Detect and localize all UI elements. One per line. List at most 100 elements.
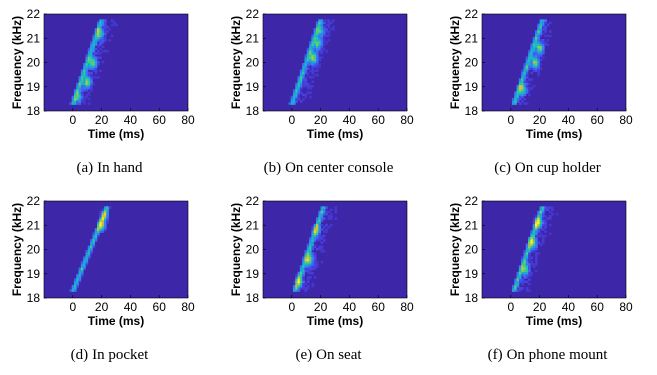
spectrogram-cell <box>521 265 524 268</box>
spectrogram-cell <box>101 19 105 22</box>
spectrogram-cell <box>78 91 82 94</box>
spectrogram-cell <box>325 223 328 227</box>
spectrogram-cell <box>309 243 312 247</box>
spectrogram-cell <box>304 256 308 260</box>
spectrogram-cell <box>78 80 82 84</box>
spectrogram-cell <box>87 249 91 253</box>
spectrogram-cell <box>530 52 534 55</box>
spectrogram-cell <box>297 95 301 99</box>
spectrogram-cell <box>292 102 296 105</box>
spectrogram-cell <box>532 38 536 42</box>
x-tick-label: 40 <box>124 113 138 127</box>
spectrogram-cells <box>511 19 552 105</box>
spectrogram-cell <box>534 239 538 242</box>
spectrogram-cell <box>90 80 93 84</box>
spectrogram-cell <box>92 38 96 42</box>
y-tick-label: 22 <box>246 194 260 208</box>
spectrogram-cell <box>322 217 326 220</box>
spectrogram-cell <box>87 47 91 51</box>
spectrogram-cell <box>106 206 109 209</box>
spectrogram-cell <box>83 73 86 77</box>
plot-background <box>482 14 626 111</box>
y-tick-label: 18 <box>27 291 41 305</box>
caption-tag: (e) <box>295 347 313 363</box>
spectrogram-cell <box>92 67 96 70</box>
spectrogram-cell <box>525 276 529 279</box>
y-tick-label: 19 <box>27 267 41 281</box>
spectrogram-cell <box>320 34 324 38</box>
spectrogram-cell <box>85 254 89 257</box>
spectrogram-cell <box>304 254 308 257</box>
spectrogram-cell <box>525 82 529 86</box>
spectrogram-cell <box>309 62 312 66</box>
spectrogram-cell <box>516 97 520 101</box>
spectrogram-cell <box>325 49 328 53</box>
spectrogram-cell <box>530 54 534 57</box>
spectrogram-cell <box>106 219 109 223</box>
spectrogram-cell <box>315 32 319 36</box>
spectrogram-plot: 0 20 40 60 80 18 19 20 21 22 Time (ms) Frequency (k… <box>10 7 195 141</box>
x-axis-label: Time (ms) <box>88 314 144 328</box>
spectrogram-cell <box>516 276 520 279</box>
spectrogram-cell <box>306 258 310 262</box>
spectrogram-cell <box>320 30 324 33</box>
spectrogram-cell <box>311 245 315 249</box>
spectrogram-cell <box>309 60 312 64</box>
spectrogram-cell <box>304 80 308 84</box>
spectrogram-cell <box>302 258 305 262</box>
spectrogram-cell <box>313 228 317 231</box>
spectrogram-cell <box>304 287 308 290</box>
spectrogram-cell <box>525 263 529 266</box>
spectrogram-cell <box>541 239 545 242</box>
spectrogram-cell <box>539 19 543 22</box>
spectrogram-cell <box>311 49 315 53</box>
spectrogram-cell <box>311 252 315 255</box>
spectrogram-cell <box>318 225 321 229</box>
spectrogram-cell <box>73 93 77 97</box>
spectrogram-cell <box>80 265 84 268</box>
y-tick-label: 18 <box>246 104 260 118</box>
spectrogram-cell <box>87 86 91 90</box>
spectrogram-cell <box>320 45 324 49</box>
spectrogram-cell <box>103 25 107 29</box>
spectrogram-cell <box>537 49 540 53</box>
spectrogram-cell <box>83 86 86 90</box>
spectrogram-cell <box>313 260 317 264</box>
spectrogram-cell <box>523 249 527 253</box>
spectrogram-cell <box>539 32 543 36</box>
spectrogram-cell <box>92 47 96 51</box>
caption-tag: (b) <box>263 160 282 176</box>
spectrogram-cell <box>528 273 531 277</box>
spectrogram-cell <box>313 41 317 44</box>
spectrogram-cell <box>295 282 298 286</box>
spectrogram-cell <box>73 95 77 99</box>
spectrogram-cell <box>306 280 310 284</box>
spectrogram-cell <box>315 247 319 251</box>
spectrogram-cell <box>315 230 319 233</box>
spectrogram-cell <box>327 215 331 218</box>
spectrogram-cell <box>87 62 91 66</box>
spectrogram-cell <box>103 23 107 27</box>
spectrogram-cell <box>518 280 522 284</box>
spectrogram-cell <box>94 239 98 242</box>
plot-background <box>44 201 188 298</box>
spectrogram-cell <box>99 19 102 22</box>
spectrogram-cell <box>302 67 305 70</box>
spectrogram-cell <box>71 284 75 288</box>
spectrogram-cell <box>101 212 105 216</box>
spectrogram-cell <box>539 47 543 51</box>
spectrogram-cell <box>96 32 100 36</box>
spectrogram-cell <box>322 30 326 33</box>
spectrogram-cell <box>87 76 91 79</box>
spectrogram-cell <box>309 271 312 275</box>
spectrogram-cell <box>320 49 324 53</box>
spectrogram-cell <box>71 95 75 99</box>
spectrogram-cell <box>322 239 326 242</box>
spectrogram-cell <box>71 287 75 290</box>
y-axis-label: Frequency (kHz) <box>10 16 24 109</box>
y-axis-label: Frequency (kHz) <box>448 203 462 296</box>
spectrogram-cell <box>518 267 522 271</box>
spectrogram-cell <box>537 60 540 64</box>
spectrogram-cell <box>320 217 324 220</box>
spectrogram-cell <box>318 45 321 49</box>
